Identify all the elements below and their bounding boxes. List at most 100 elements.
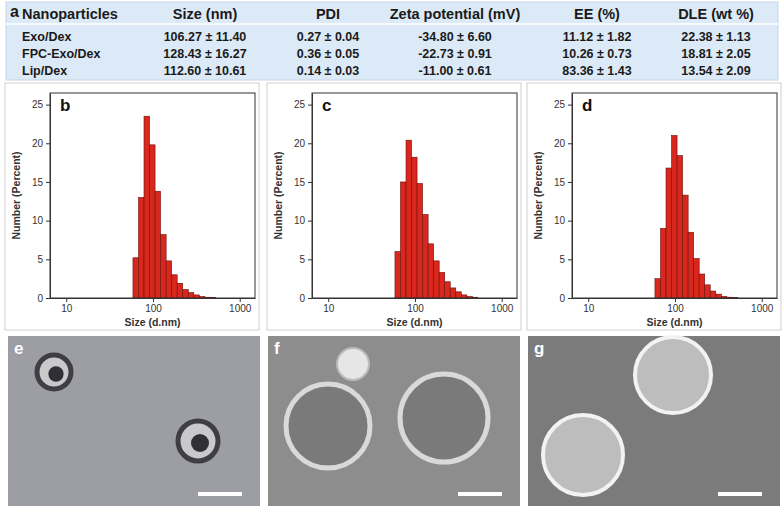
table-cell: FPC-Exo/Dex xyxy=(22,47,101,61)
tick: 15 xyxy=(294,177,312,188)
tick-mark xyxy=(46,143,50,144)
vesicle xyxy=(178,421,218,461)
bar xyxy=(677,156,683,298)
bar xyxy=(666,168,672,298)
tick-label: 0 xyxy=(559,293,565,304)
plot-frame xyxy=(312,93,517,298)
tick-mark xyxy=(568,143,572,144)
tick-label: 5 xyxy=(37,254,43,265)
tick-mark xyxy=(308,105,312,106)
tick-label: 25 xyxy=(32,99,44,110)
tick-label: 20 xyxy=(32,138,44,149)
tick: 10 xyxy=(294,215,312,226)
table-header: Nanoparticles xyxy=(22,6,118,22)
histogram-panel: 1010010000510152025Size (d.nm)Number (Pe… xyxy=(527,83,781,330)
tick: 0 xyxy=(37,293,50,304)
tick-label: 5 xyxy=(299,254,305,265)
bar xyxy=(672,136,678,298)
micrograph-background xyxy=(528,336,780,506)
tick: 20 xyxy=(554,138,572,149)
tick-mark xyxy=(568,298,572,299)
table-header: EE (%) xyxy=(574,6,620,22)
table-cell: 112.60 ± 10.61 xyxy=(164,64,247,78)
tick-mark xyxy=(568,105,572,106)
table-cell: Lip/Dex xyxy=(22,64,67,78)
panel-label: a xyxy=(10,3,19,20)
tick-mark xyxy=(308,221,312,222)
bars xyxy=(133,116,216,298)
bar xyxy=(177,283,183,298)
vesicle-core xyxy=(48,366,63,381)
histogram-panel: 1010010000510152025Size (d.nm)Number (Pe… xyxy=(5,83,259,330)
panel-label: c xyxy=(322,96,331,115)
table-header-rule xyxy=(6,23,778,25)
tick-label: 5 xyxy=(559,254,565,265)
table-cell: 106.27 ± 11.40 xyxy=(164,30,247,44)
bar xyxy=(417,184,423,298)
tick-label: 10 xyxy=(323,303,335,314)
panel-border xyxy=(267,83,521,330)
tick-mark xyxy=(46,221,50,222)
vesicle xyxy=(37,355,71,389)
tick: 10 xyxy=(323,298,335,314)
tick: 10 xyxy=(554,215,572,226)
x-axis: 101001000 xyxy=(313,298,518,314)
tick: 100 xyxy=(667,298,684,314)
tick-label: 15 xyxy=(554,177,566,188)
tick-label: 1000 xyxy=(229,303,252,314)
scale-bar xyxy=(718,492,762,496)
vesicle xyxy=(337,348,369,380)
tick-mark xyxy=(46,259,50,260)
bar xyxy=(138,197,144,298)
tick-mark xyxy=(46,182,50,183)
histogram-panel: 1010010000510152025Size (d.nm)Number (Pe… xyxy=(267,83,521,330)
bars xyxy=(395,140,478,298)
bar xyxy=(395,252,401,298)
tick-mark xyxy=(415,298,416,302)
y-axis: 0510152025 xyxy=(554,94,573,304)
tick-mark xyxy=(588,298,589,302)
bar xyxy=(172,275,178,298)
panel-label: f xyxy=(274,339,280,358)
table-cell: 128.43 ± 16.27 xyxy=(163,47,246,61)
tick: 5 xyxy=(299,254,312,265)
y-axis: 0510152025 xyxy=(294,94,313,304)
plot-frame xyxy=(50,93,255,298)
tick: 1000 xyxy=(751,298,774,314)
tick: 5 xyxy=(559,254,572,265)
bar xyxy=(450,288,456,298)
tick-label: 0 xyxy=(37,293,43,304)
tick-label: 10 xyxy=(554,215,566,226)
tick-label: 15 xyxy=(294,177,306,188)
tick-mark xyxy=(46,298,50,299)
panel-label: b xyxy=(60,96,70,115)
bar xyxy=(716,294,722,298)
bar xyxy=(456,292,462,298)
tick-mark xyxy=(66,298,67,302)
tick-label: 20 xyxy=(294,138,306,149)
table-cell: 0.14 ± 0.03 xyxy=(297,64,360,78)
bar xyxy=(166,261,172,298)
bar xyxy=(660,228,666,298)
panel-border xyxy=(527,83,781,330)
tick-label: 25 xyxy=(294,99,306,110)
vesicle xyxy=(286,384,370,468)
tick: 10 xyxy=(32,215,50,226)
x-axis: 101001000 xyxy=(51,298,256,314)
table-background xyxy=(6,2,778,80)
tick-label: 10 xyxy=(32,215,44,226)
tick-label: 10 xyxy=(61,303,73,314)
tick-label: 15 xyxy=(32,177,44,188)
bar xyxy=(400,182,406,298)
bar xyxy=(188,293,194,298)
tick-label: 10 xyxy=(583,303,595,314)
bar xyxy=(434,261,440,298)
bar xyxy=(699,274,705,298)
tick: 20 xyxy=(32,138,50,149)
table-cell: 10.26 ± 0.73 xyxy=(562,47,631,61)
panel-border xyxy=(5,83,259,330)
tick: 5 xyxy=(37,254,50,265)
bar xyxy=(705,285,711,298)
tick: 1000 xyxy=(491,298,514,314)
bar xyxy=(694,259,700,298)
